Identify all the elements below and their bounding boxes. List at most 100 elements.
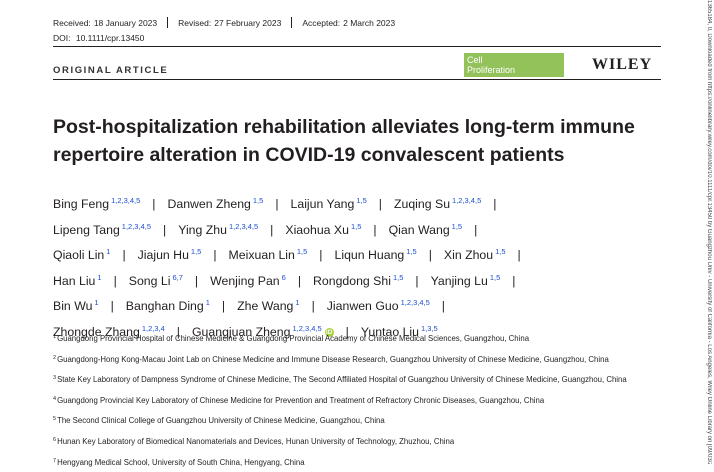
- author-affiliation-ref[interactable]: 1,5: [489, 272, 501, 282]
- author-name[interactable]: Xin Zhou 1,5: [444, 247, 506, 262]
- author-name[interactable]: Liqun Huang 1,5: [334, 247, 417, 262]
- author-name[interactable]: Banghan Ding 1: [126, 298, 210, 313]
- author-separator: |: [110, 299, 114, 313]
- affiliation-text: Guangdong Provincial Hospital of Chinese…: [57, 334, 530, 343]
- author-affiliation-ref[interactable]: 1,2,3,4,5: [111, 196, 141, 205]
- accepted-date: 2 March 2023: [343, 17, 396, 28]
- author-name[interactable]: Rongdong Shi 1,5: [313, 272, 404, 288]
- author-affiliation-ref[interactable]: 1,2,3,4: [141, 323, 165, 333]
- author-name[interactable]: Guangjuan Zheng 1,2,3,4,5 iD: [191, 323, 334, 339]
- author-affiliation-ref[interactable]: 1,2,3,4,5: [121, 221, 151, 231]
- received-date: 18 January 2023: [93, 17, 158, 28]
- journal-name-line2: Proliferation: [467, 65, 516, 75]
- author-affiliation-ref[interactable]: 1,3,5: [420, 323, 438, 333]
- author-row: Bin Wu 1 | Banghan Ding 1 | Zhe Wang 1 | Jianwen …: [53, 292, 668, 318]
- author-name-text: Zhe Wang: [237, 299, 294, 313]
- author-name-text: Jianwen Guo: [326, 299, 399, 313]
- author-name[interactable]: Yanjing Lu 1,5: [431, 272, 501, 288]
- author-separator: |: [213, 248, 217, 262]
- download-watermark: 1365184, 0, Downloaded from https://onli…: [706, 0, 712, 464]
- author-separator: |: [428, 248, 432, 262]
- author-name-text: Ying Zhu: [178, 222, 227, 237]
- author-affiliation-ref[interactable]: 1,5: [356, 196, 367, 205]
- author-affiliation-ref[interactable]: 1: [94, 298, 99, 307]
- author-name[interactable]: Laijun Yang 1,5: [291, 196, 367, 211]
- affiliation-item: 7Hengyang Medical School, University of …: [53, 452, 673, 472]
- author-name[interactable]: Song Li 6,7: [128, 272, 183, 288]
- author-name-text: Bing Feng: [53, 197, 110, 211]
- author-name[interactable]: Ying Zhu 1,2,3,4,5: [178, 221, 259, 237]
- divider: [291, 17, 293, 28]
- author-affiliation-ref[interactable]: 1,2,3,4,5: [400, 298, 430, 307]
- author-separator: |: [441, 299, 445, 313]
- author-list: Bing Feng 1,2,3,4,5 | Danwen Zheng 1,5 | Laiju…: [53, 190, 668, 343]
- author-name[interactable]: Wenjing Pan 6: [210, 272, 286, 288]
- author-separator: |: [152, 197, 156, 211]
- author-affiliation-ref[interactable]: 1: [106, 247, 111, 256]
- accepted-label: Accepted:: [302, 17, 341, 28]
- author-name[interactable]: Bin Wu 1: [53, 298, 99, 313]
- author-affiliation-ref[interactable]: 1,5: [190, 247, 202, 256]
- author-affiliation-ref[interactable]: 1,5: [406, 247, 417, 256]
- author-name[interactable]: Bing Feng 1,2,3,4,5: [53, 196, 141, 211]
- author-row: Qiaoli Lin 1 | Jiajun Hu 1,5 | Meixuan Lin 1,5 |…: [53, 241, 668, 267]
- affiliation-text: The Second Clinical College of Guangzhou…: [57, 416, 385, 426]
- author-affiliation-ref[interactable]: 1,5: [252, 196, 264, 205]
- affiliation-text: State Key Laboratory of Dampness Syndrom…: [57, 375, 627, 385]
- author-affiliation-ref[interactable]: 1,2,3,4,5: [228, 221, 259, 231]
- author-name[interactable]: Lipeng Tang 1,2,3,4,5: [53, 221, 151, 237]
- author-affiliation-ref[interactable]: 1,5: [350, 221, 362, 231]
- author-affiliation-ref[interactable]: 1,5: [495, 247, 506, 256]
- author-affiliation-ref[interactable]: 1,5: [296, 247, 308, 256]
- author-name[interactable]: Zhongde Zhang 1,2,3,4: [53, 323, 165, 339]
- author-affiliation-ref[interactable]: 6,7: [172, 272, 183, 282]
- publisher-logo[interactable]: WILEY: [592, 56, 653, 73]
- author-name[interactable]: Qian Wang 1,5: [389, 221, 463, 237]
- header-rule: [53, 46, 661, 47]
- author-name[interactable]: Qiaoli Lin 1: [53, 247, 111, 262]
- author-name[interactable]: Jiajun Hu 1,5: [138, 247, 202, 262]
- section-rule: [53, 79, 661, 80]
- author-affiliation-ref[interactable]: 1,5: [451, 221, 463, 231]
- affiliation-text: Guangdong-Hong Kong-Macau Joint Lab on C…: [57, 354, 609, 364]
- author-affiliation-ref[interactable]: 6: [281, 272, 286, 282]
- author-separator: |: [415, 273, 419, 288]
- doi-link[interactable]: 10.1111/cpr.13450: [75, 33, 145, 43]
- author-name-text: Rongdong Shi: [313, 273, 391, 288]
- author-row: Bing Feng 1,2,3,4,5 | Danwen Zheng 1,5 | Laiju…: [53, 190, 668, 216]
- affiliation-number: 6: [53, 436, 57, 443]
- author-name-text: Yuntao Liu: [360, 324, 419, 339]
- affiliation-number: 2: [53, 354, 57, 361]
- author-name[interactable]: Han Liu 1: [53, 272, 102, 288]
- publication-dates: Received: 18 January 2023 Revised: 27 Fe…: [53, 17, 395, 28]
- received-label: Received:: [53, 17, 91, 28]
- author-name[interactable]: Zuqing Su 1,2,3,4,5: [394, 196, 482, 211]
- author-separator: |: [512, 273, 516, 288]
- author-name-text: Song Li: [128, 273, 171, 288]
- author-separator: |: [319, 248, 323, 262]
- affiliation-item: 5The Second Clinical College of Guangzho…: [53, 410, 673, 431]
- author-affiliation-ref[interactable]: 1,5: [392, 272, 404, 282]
- affiliation-number: 5: [53, 416, 57, 423]
- author-name[interactable]: Zhe Wang 1: [237, 298, 300, 313]
- author-row: Zhongde Zhang 1,2,3,4 | Guangjuan Zheng 1,2,…: [53, 318, 668, 344]
- author-affiliation-ref[interactable]: 1: [97, 272, 102, 282]
- author-affiliation-ref[interactable]: 1: [205, 298, 210, 307]
- author-name-text: Liqun Huang: [334, 248, 405, 262]
- author-name[interactable]: Yuntao Liu 1,3,5: [360, 323, 438, 339]
- affiliation-number: 1: [53, 334, 57, 340]
- author-affiliation-ref[interactable]: 1: [295, 298, 300, 307]
- author-name[interactable]: Meixuan Lin 1,5: [229, 247, 308, 262]
- author-affiliation-ref[interactable]: 1,2,3,4,5: [452, 196, 482, 205]
- author-separator: |: [113, 273, 117, 288]
- author-separator: |: [275, 197, 279, 211]
- author-name[interactable]: Xiaohua Xu 1,5: [285, 221, 362, 237]
- author-name-text: Guangjuan Zheng: [191, 324, 291, 339]
- author-affiliation-ref[interactable]: 1,2,3,4,5: [292, 323, 322, 333]
- author-name[interactable]: Danwen Zheng 1,5: [167, 196, 264, 211]
- orcid-icon[interactable]: iD: [324, 327, 334, 337]
- author-separator: |: [493, 197, 497, 211]
- journal-logo[interactable]: Cell Proliferation: [464, 53, 564, 77]
- affiliation-item: 2Guangdong-Hong Kong-Macau Joint Lab on …: [53, 349, 673, 370]
- author-name[interactable]: Jianwen Guo 1,2,3,4,5: [326, 298, 430, 313]
